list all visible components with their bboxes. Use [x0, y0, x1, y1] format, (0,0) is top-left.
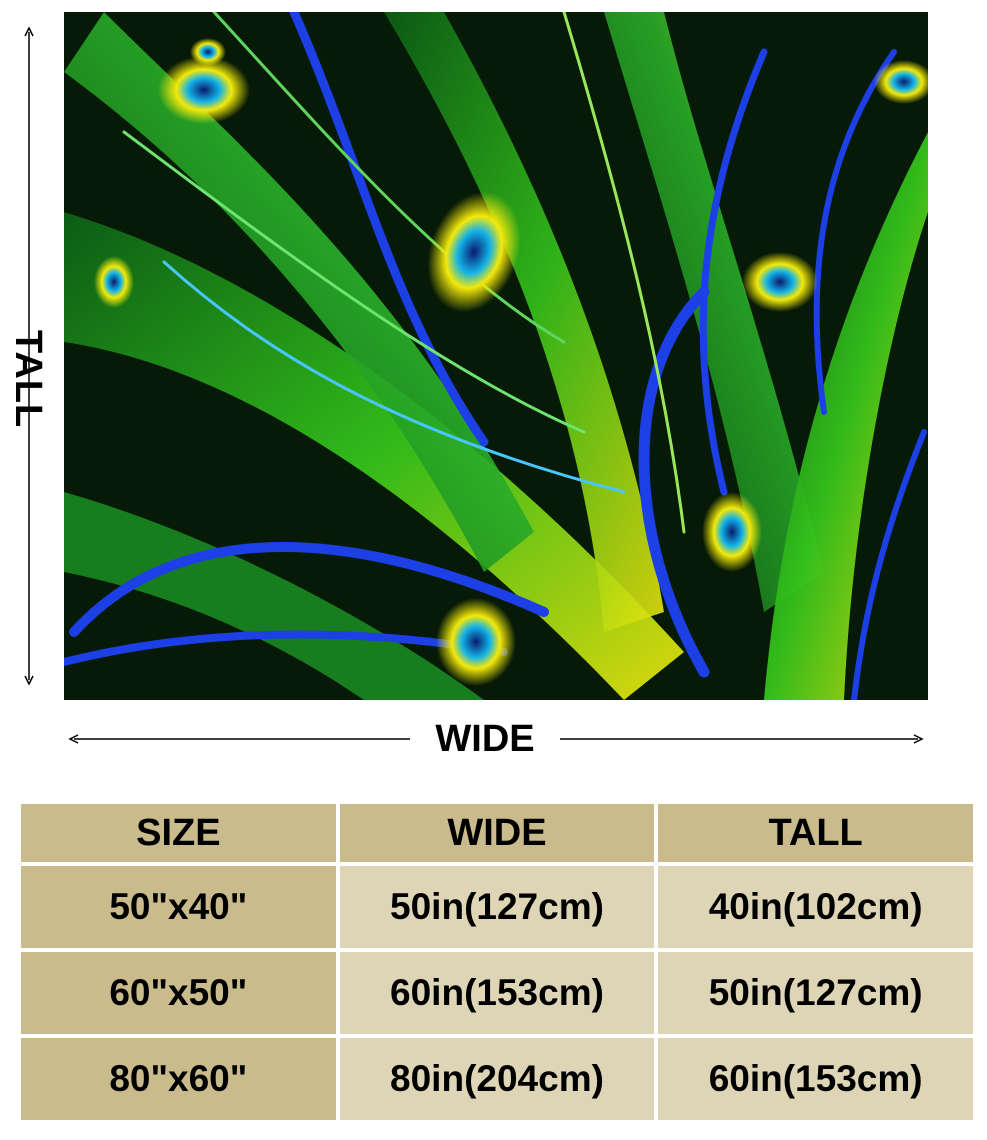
size-cell: 80"x60": [21, 1038, 336, 1120]
size-cell: 50"x40": [21, 866, 336, 948]
tall-cell: 60in(153cm): [658, 1038, 973, 1120]
size-cell: 60"x50": [21, 952, 336, 1034]
wide-label: WIDE: [410, 716, 560, 762]
wide-cell: 80in(204cm): [339, 1038, 655, 1120]
tall-cell: 50in(127cm): [658, 952, 973, 1034]
tall-cell: 40in(102cm): [658, 866, 973, 948]
table-row: 80"x60" 80in(204cm) 60in(153cm): [21, 1038, 973, 1120]
header-wide: WIDE: [339, 804, 655, 862]
wide-cell: 50in(127cm): [339, 866, 655, 948]
size-table: SIZE WIDE TALL 50"x40" 50in(127cm) 40in(…: [17, 800, 977, 1124]
table-row: 50"x40" 50in(127cm) 40in(102cm): [21, 866, 973, 948]
tall-arrow-icon: [24, 26, 34, 686]
table-header-row: SIZE WIDE TALL: [21, 804, 973, 862]
header-size: SIZE: [21, 804, 336, 862]
wide-cell: 60in(153cm): [339, 952, 655, 1034]
table-row: 60"x50" 60in(153cm) 50in(127cm): [21, 952, 973, 1034]
header-tall: TALL: [658, 804, 973, 862]
tall-label: TALL: [7, 330, 49, 429]
blanket-image: [64, 12, 928, 700]
